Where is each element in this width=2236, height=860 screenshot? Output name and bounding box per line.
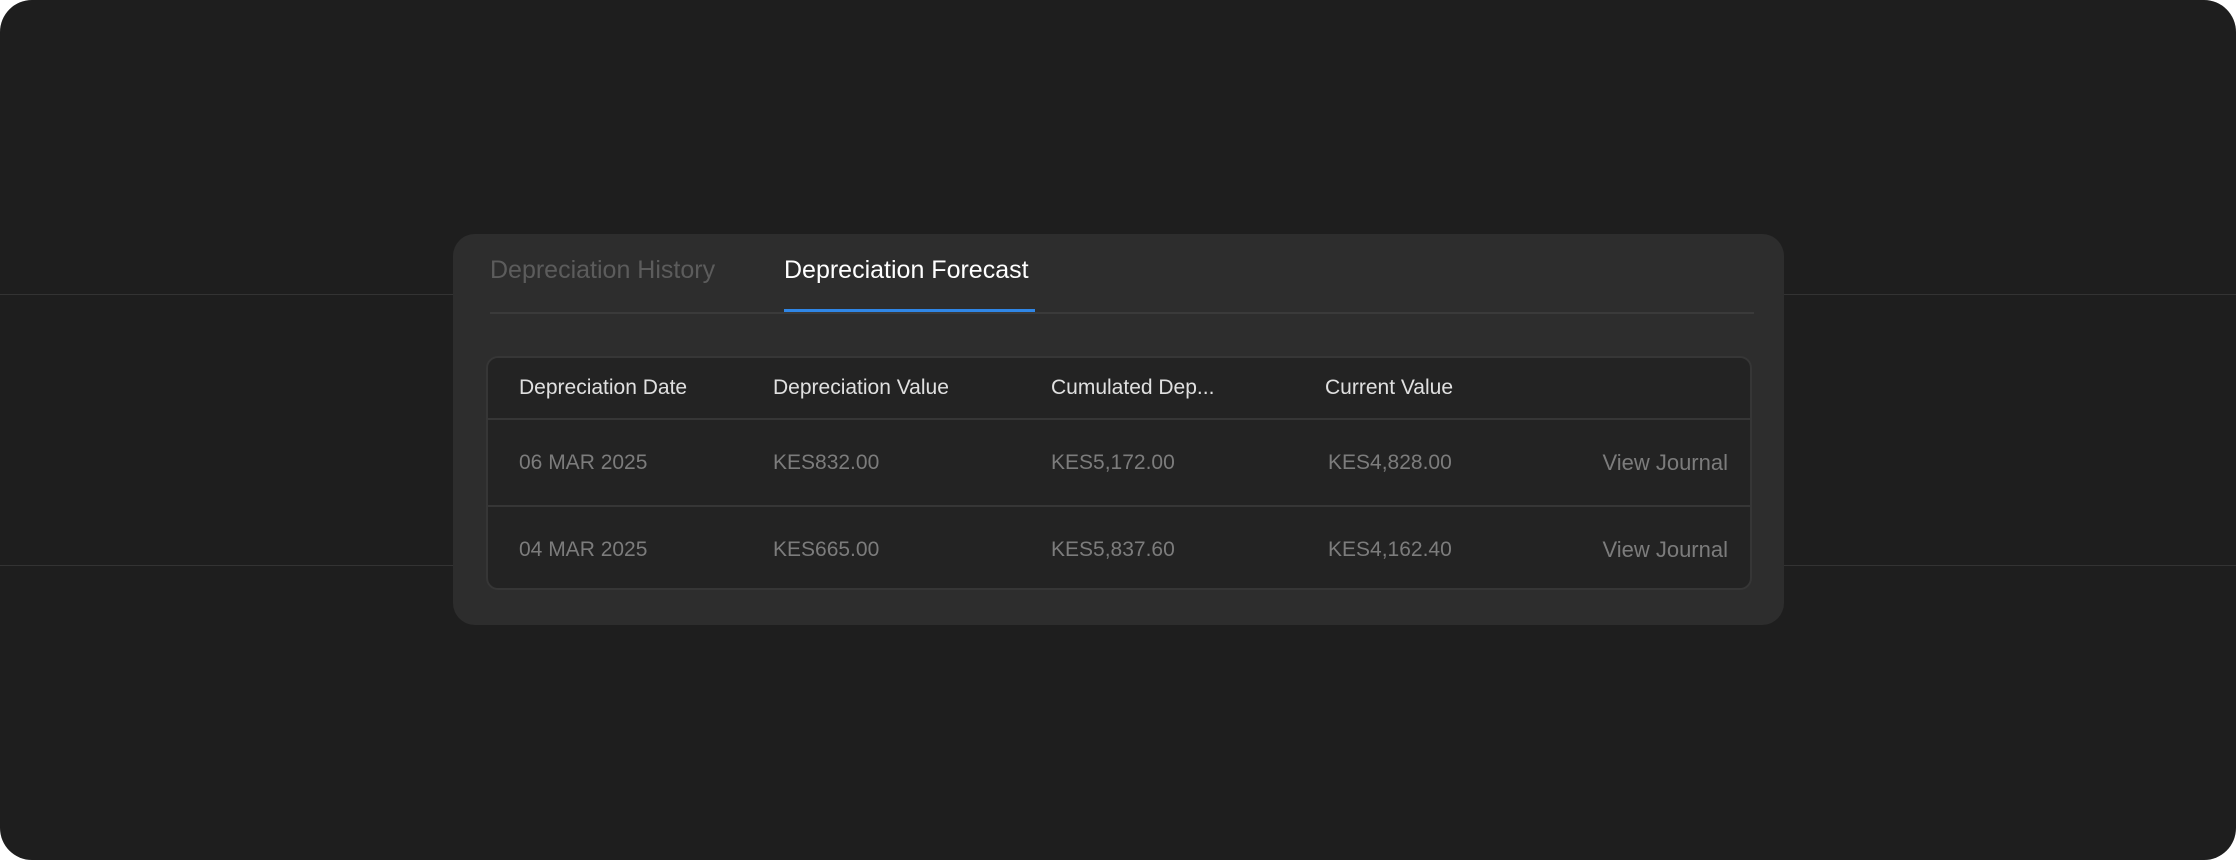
table-header: Depreciation Date Depreciation Value Cum…: [488, 358, 1750, 420]
date-cell: 06 MAR 2025: [519, 450, 648, 474]
forecast-table: Depreciation Date Depreciation Value Cum…: [486, 356, 1752, 590]
column-header-current-value: Current Value: [1325, 376, 1454, 399]
tab-depreciation-history[interactable]: Depreciation History: [490, 256, 716, 284]
cumulated-cell: KES5,172.00: [1051, 450, 1175, 474]
current-value-cell: KES4,162.40: [1328, 537, 1452, 561]
current-value-cell: KES4,828.00: [1328, 450, 1452, 474]
depreciation-value-cell: KES832.00: [773, 450, 880, 474]
column-header-date: Depreciation Date: [519, 376, 688, 399]
table-row: 04 MAR 2025 KES665.00 KES5,837.60 KES4,1…: [488, 507, 1750, 588]
tab-bar: Depreciation History Depreciation Foreca…: [490, 234, 1754, 314]
tab-depreciation-forecast[interactable]: Depreciation Forecast: [784, 256, 1029, 284]
date-cell: 04 MAR 2025: [519, 537, 648, 561]
column-header-cumulated-depreciation: Cumulated Dep...: [1051, 376, 1215, 399]
column-header-depreciation-value: Depreciation Value: [773, 376, 949, 399]
view-journal-link[interactable]: View Journal: [1602, 536, 1728, 562]
cumulated-cell: KES5,837.60: [1051, 537, 1175, 561]
table-row: 06 MAR 2025 KES832.00 KES5,172.00 KES4,8…: [488, 420, 1750, 507]
active-tab-indicator: [784, 309, 1035, 312]
depreciation-panel: Depreciation History Depreciation Foreca…: [453, 234, 1784, 625]
view-journal-link[interactable]: View Journal: [1602, 449, 1728, 475]
depreciation-value-cell: KES665.00: [773, 537, 880, 561]
